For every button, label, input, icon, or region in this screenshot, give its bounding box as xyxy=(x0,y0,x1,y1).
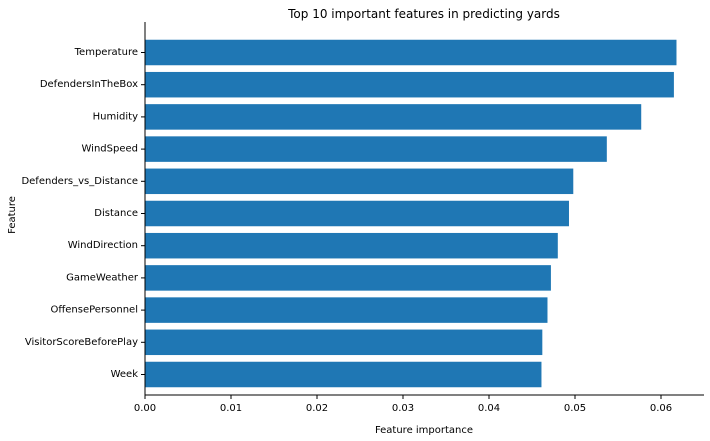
x-tick-label: 0.04 xyxy=(478,403,500,414)
y-tick-label: WindSpeed xyxy=(82,144,138,155)
bars-group xyxy=(145,39,677,388)
y-tick-label: Defenders_vs_Distance xyxy=(21,176,138,187)
bar-8 xyxy=(145,297,548,323)
x-tick-label: 0.00 xyxy=(134,403,156,414)
bar-0 xyxy=(145,39,677,66)
x-ticks-group: 0.00 0.01 0.02 0.03 0.04 0.05 0.06 xyxy=(134,395,672,414)
y-tick-label: Humidity xyxy=(93,111,138,122)
x-tick-label: 0.06 xyxy=(650,403,672,414)
y-ticks-group: Temperature DefendersInTheBox Humidity Wind… xyxy=(21,47,145,380)
bar-9 xyxy=(145,329,543,356)
bar-10 xyxy=(145,361,542,388)
x-axis-label: Feature importance xyxy=(375,425,473,436)
bar-5 xyxy=(145,200,569,227)
bar-2 xyxy=(145,104,642,130)
bar-3 xyxy=(145,136,607,162)
y-tick-label: DefendersInTheBox xyxy=(40,79,138,90)
x-tick-label: 0.03 xyxy=(392,403,414,414)
x-tick-label: 0.01 xyxy=(220,403,242,414)
bar-4 xyxy=(145,168,574,195)
y-tick-label: OffensePersonnel xyxy=(51,305,139,316)
bar-6 xyxy=(145,232,558,259)
y-axis-label: Feature xyxy=(7,196,18,234)
bar-1 xyxy=(145,71,674,98)
bar-7 xyxy=(145,265,551,291)
y-tick-label: Distance xyxy=(94,208,138,219)
y-tick-label: Temperature xyxy=(74,47,138,58)
y-tick-label: VisitorScoreBeforePlay xyxy=(25,337,138,348)
x-tick-label: 0.05 xyxy=(564,403,586,414)
x-tick-label: 0.02 xyxy=(306,403,328,414)
y-tick-label: WindDirection xyxy=(68,240,138,251)
chart-title: Top 10 important features in predicting … xyxy=(287,7,560,21)
y-tick-label: GameWeather xyxy=(66,272,139,283)
y-tick-label: Week xyxy=(111,369,139,380)
